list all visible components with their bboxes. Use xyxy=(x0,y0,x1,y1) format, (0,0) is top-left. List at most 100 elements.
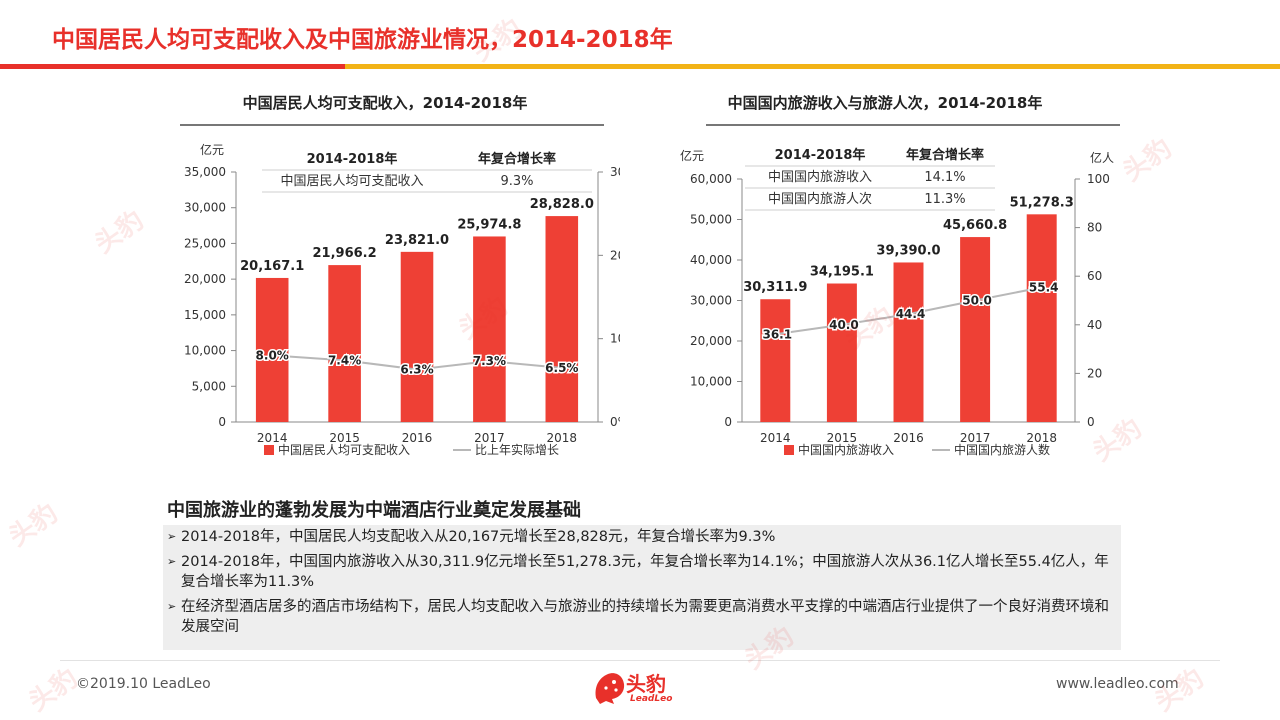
leopard-icon xyxy=(595,673,625,704)
summary-list: 2014-2018年，中国居民人均支配收入从20,167元增长至28,828元，… xyxy=(163,527,1121,642)
income-chart: 中国居民人均可支配收入，2014-2018年 亿元 0 5,000 10,000 15,… xyxy=(150,92,620,472)
bar-value-label: 34,195.1 xyxy=(810,265,874,280)
bar xyxy=(1026,214,1057,422)
summary-box: 中国旅游业的蓬勃发展为中端酒店行业奠定发展基础 2014-2018年，中国居民人… xyxy=(163,492,1121,650)
legend-bar-swatch xyxy=(784,445,794,455)
line-point xyxy=(1040,285,1044,289)
line-value-label: 7.4% xyxy=(328,353,361,367)
cagr-table-cell: 14.1% xyxy=(924,170,965,185)
y-tick-label: 0 xyxy=(724,415,732,429)
tourism-chart: 中国国内旅游收入与旅游人次，2014-2018年 亿元 亿人 0 10,000 20,0… xyxy=(650,92,1120,472)
line-point xyxy=(907,312,910,316)
bar xyxy=(255,277,289,422)
line-point xyxy=(343,358,347,362)
line-value-label: 7.3% xyxy=(473,354,506,368)
line-point xyxy=(415,368,419,371)
bar xyxy=(473,236,506,422)
line-value-label: 6.3% xyxy=(400,363,433,377)
y-tick-label: 20,000 xyxy=(184,272,226,286)
x-tick-label: 2015 xyxy=(827,431,858,445)
y-axis-unit: 亿元 xyxy=(680,148,704,163)
y-tick-label: 35,000 xyxy=(184,165,226,179)
bar xyxy=(545,216,579,422)
bar-value-label: 39,390.0 xyxy=(876,243,940,258)
line-value-label: 40.0 xyxy=(829,318,859,332)
x-tick-label: 2014 xyxy=(760,431,791,445)
bar xyxy=(826,283,857,422)
bar-value-label: 30,311.9 xyxy=(743,280,807,295)
watermark: 头豹 xyxy=(89,205,150,260)
x-tick-label: 2018 xyxy=(1026,431,1057,445)
bar-value-label: 45,660.8 xyxy=(943,218,1007,233)
y-tick-label: 50,000 xyxy=(690,213,732,227)
x-tick-label: 2015 xyxy=(329,431,360,445)
footer-divider xyxy=(60,660,1220,661)
line-point xyxy=(487,359,491,363)
page-title: 中国居民人均可支配收入及中国旅游业情况，2014-2018年 xyxy=(52,27,673,53)
title-underline-red xyxy=(0,64,345,69)
y-tick-label: 15,000 xyxy=(184,308,226,322)
y-tick-label: 40,000 xyxy=(690,253,732,267)
footer-copyright: ©2019.10 LeadLeo xyxy=(76,676,211,692)
line-value-label: 8.0% xyxy=(256,348,289,362)
x-tick-label: 2016 xyxy=(402,431,433,445)
legend-label: 中国国内旅游收入 xyxy=(798,442,894,457)
y2-tick-label: 20 xyxy=(1087,366,1102,380)
line-value-label: 44.4 xyxy=(896,307,926,321)
line-point xyxy=(840,323,844,327)
chart-title: 中国国内旅游收入与旅游人次，2014-2018年 xyxy=(727,94,1043,112)
y2-tick-label: 0 xyxy=(1087,415,1095,429)
y2-tick-label: 10% xyxy=(610,332,620,346)
x-tick-label: 2018 xyxy=(547,431,578,445)
y-tick-label: 10,000 xyxy=(690,375,732,389)
summary-heading: 中国旅游业的蓬勃发展为中端酒店行业奠定发展基础 xyxy=(163,492,1121,525)
watermark: 头豹 xyxy=(3,498,64,553)
y2-tick-label: 0% xyxy=(610,415,620,429)
line-value-label: 6.5% xyxy=(545,361,578,375)
bar-value-label: 51,278.3 xyxy=(1010,195,1074,210)
line-point xyxy=(973,299,977,302)
bar-value-label: 23,821.0 xyxy=(385,233,449,248)
line-point xyxy=(270,353,274,357)
y2-tick-label: 20% xyxy=(610,248,620,262)
watermark: 头豹 xyxy=(23,663,84,718)
income-chart-svg: 亿元 0 5,000 10,000 15,000 20,000 25,000 30,000 35… xyxy=(184,142,620,457)
y-tick-label: 20,000 xyxy=(690,334,732,348)
cagr-table-cell: 9.3% xyxy=(500,174,533,189)
y-tick-label: 0 xyxy=(218,415,226,429)
cagr-table-header: 2014-2018年 xyxy=(307,151,398,167)
bar xyxy=(400,251,434,422)
logo-subtext: LeadLeo xyxy=(630,694,673,704)
y2-tick-label: 40 xyxy=(1087,318,1102,332)
y2-tick-label: 100 xyxy=(1087,172,1110,186)
bar-value-label: 25,974.8 xyxy=(457,217,521,232)
y2-tick-label: 80 xyxy=(1087,221,1102,235)
summary-item: 2014-2018年，中国居民人均支配收入从20,167元增长至28,828元，… xyxy=(167,527,1113,547)
summary-item: 在经济型酒店居多的酒店市场结构下，居民人均支配收入与旅游业的持续增长为需要更高消… xyxy=(167,597,1113,637)
bar xyxy=(893,262,924,422)
y-tick-label: 30,000 xyxy=(184,201,226,215)
logo-text: 头豹 xyxy=(626,672,666,696)
bar-value-label: 20,167.1 xyxy=(240,259,304,274)
line-point xyxy=(773,332,777,336)
cagr-table-header: 年复合增长率 xyxy=(478,151,556,167)
line-value-label: 55.4 xyxy=(1029,280,1059,294)
y-axis-unit: 亿元 xyxy=(200,142,224,157)
y-tick-label: 60,000 xyxy=(690,172,732,186)
tourism-chart-svg: 亿元 亿人 0 10,000 20,000 30,000 40,000 50,000 60,00… xyxy=(680,144,1114,457)
x-tick-label: 2016 xyxy=(893,431,924,445)
footer-url[interactable]: www.leadleo.com xyxy=(1056,676,1179,692)
bar xyxy=(960,237,991,422)
bar xyxy=(760,299,791,422)
cagr-table-cell: 中国国内旅游收入 xyxy=(768,169,872,185)
cagr-table-cell: 中国居民人均可支配收入 xyxy=(280,174,423,189)
legend-label: 比上年实际增长 xyxy=(475,442,559,457)
title-underline-yellow xyxy=(345,64,1280,69)
legend-bar-swatch xyxy=(264,445,274,455)
y-tick-label: 5,000 xyxy=(192,379,226,393)
x-tick-label: 2014 xyxy=(257,431,288,445)
cagr-table-bg xyxy=(745,144,995,210)
chart-title-underline xyxy=(706,124,1120,126)
x-tick-label: 2017 xyxy=(960,431,991,445)
chart-title: 中国居民人均可支配收入，2014-2018年 xyxy=(242,94,528,112)
